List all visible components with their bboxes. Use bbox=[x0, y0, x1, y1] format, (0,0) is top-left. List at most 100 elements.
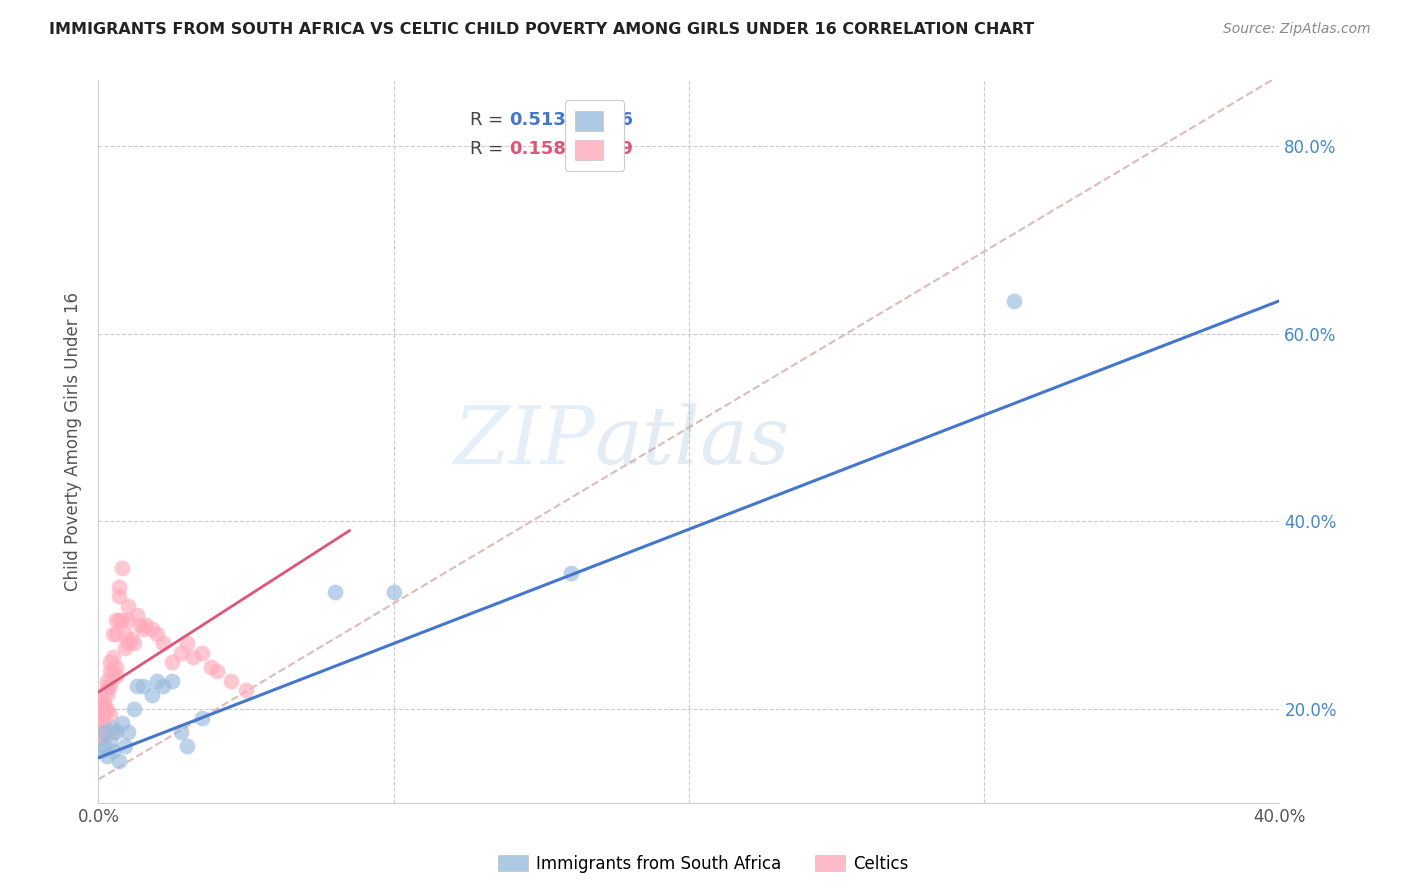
Point bbox=[1002, 293, 1025, 308]
Point bbox=[93, 725, 115, 739]
Point bbox=[103, 650, 125, 665]
Point bbox=[560, 566, 582, 580]
Text: 26: 26 bbox=[609, 111, 634, 128]
Point bbox=[105, 725, 128, 739]
Point bbox=[93, 702, 115, 716]
Point bbox=[114, 739, 136, 754]
Point bbox=[117, 613, 139, 627]
Point bbox=[90, 702, 112, 716]
Point bbox=[108, 613, 131, 627]
Point bbox=[98, 665, 121, 679]
Point bbox=[135, 617, 157, 632]
Point bbox=[105, 613, 128, 627]
Point bbox=[103, 744, 125, 758]
Point bbox=[141, 688, 163, 702]
Point bbox=[111, 716, 134, 731]
Point bbox=[122, 636, 145, 650]
Point bbox=[96, 702, 118, 716]
Point bbox=[90, 711, 112, 725]
Text: ZIP: ZIP bbox=[453, 403, 595, 480]
Point bbox=[382, 584, 405, 599]
Text: R =: R = bbox=[471, 111, 509, 128]
Point bbox=[114, 627, 136, 641]
Point bbox=[114, 640, 136, 655]
Point bbox=[122, 702, 145, 716]
Point bbox=[90, 730, 112, 744]
Point bbox=[90, 706, 112, 721]
Point bbox=[117, 725, 139, 739]
Text: 0.158: 0.158 bbox=[509, 139, 567, 158]
Point bbox=[176, 636, 198, 650]
Point bbox=[200, 659, 222, 673]
Point bbox=[120, 632, 142, 646]
Point bbox=[191, 711, 214, 725]
Point bbox=[96, 679, 118, 693]
Point bbox=[96, 748, 118, 763]
Text: 0.513: 0.513 bbox=[509, 111, 567, 128]
Point bbox=[105, 659, 128, 673]
Text: R =: R = bbox=[471, 139, 509, 158]
Point bbox=[98, 679, 121, 693]
Point bbox=[117, 636, 139, 650]
Point bbox=[221, 673, 243, 688]
Point bbox=[90, 698, 112, 712]
Point bbox=[93, 725, 115, 739]
Point bbox=[98, 655, 121, 669]
Point bbox=[111, 561, 134, 575]
Point bbox=[93, 716, 115, 731]
Point bbox=[93, 698, 115, 712]
Text: N =: N = bbox=[564, 139, 616, 158]
Point bbox=[128, 617, 150, 632]
Point bbox=[103, 665, 125, 679]
Text: 59: 59 bbox=[609, 139, 634, 158]
Point bbox=[235, 683, 257, 698]
Point bbox=[323, 584, 346, 599]
Point bbox=[96, 683, 118, 698]
Point bbox=[146, 627, 169, 641]
Point bbox=[103, 721, 125, 735]
Text: atlas: atlas bbox=[595, 403, 790, 480]
Text: Source: ZipAtlas.com: Source: ZipAtlas.com bbox=[1223, 22, 1371, 37]
Point bbox=[132, 622, 155, 636]
Legend: Immigrants from South Africa, Celtics: Immigrants from South Africa, Celtics bbox=[491, 848, 915, 880]
Text: N =: N = bbox=[564, 111, 616, 128]
Point bbox=[162, 655, 183, 669]
Point bbox=[176, 739, 198, 754]
Point bbox=[103, 627, 125, 641]
Point bbox=[105, 669, 128, 683]
Point bbox=[108, 590, 131, 604]
Point bbox=[152, 636, 174, 650]
Point bbox=[93, 739, 115, 754]
Point bbox=[152, 679, 174, 693]
Point bbox=[96, 688, 118, 702]
Point bbox=[90, 725, 112, 739]
Point bbox=[98, 706, 121, 721]
Point bbox=[98, 735, 121, 749]
Point bbox=[170, 646, 193, 660]
Point bbox=[170, 725, 193, 739]
Point bbox=[96, 673, 118, 688]
Point bbox=[125, 608, 148, 623]
Point bbox=[108, 580, 131, 594]
Point bbox=[125, 679, 148, 693]
Point bbox=[141, 622, 163, 636]
Point bbox=[181, 650, 204, 665]
Point bbox=[108, 754, 131, 768]
Point bbox=[90, 692, 112, 706]
Point bbox=[132, 679, 155, 693]
Point bbox=[162, 673, 183, 688]
Point bbox=[146, 673, 169, 688]
Text: IMMIGRANTS FROM SOUTH AFRICA VS CELTIC CHILD POVERTY AMONG GIRLS UNDER 16 CORREL: IMMIGRANTS FROM SOUTH AFRICA VS CELTIC C… bbox=[49, 22, 1035, 37]
Point bbox=[117, 599, 139, 613]
Point bbox=[111, 613, 134, 627]
Point bbox=[103, 725, 125, 739]
Point bbox=[90, 716, 112, 731]
Point bbox=[105, 627, 128, 641]
Point bbox=[191, 646, 214, 660]
Point bbox=[93, 730, 115, 744]
Y-axis label: Child Poverty Among Girls Under 16: Child Poverty Among Girls Under 16 bbox=[65, 292, 83, 591]
Point bbox=[205, 665, 228, 679]
Point bbox=[90, 744, 112, 758]
Point bbox=[93, 706, 115, 721]
Legend: , : , bbox=[565, 100, 624, 170]
